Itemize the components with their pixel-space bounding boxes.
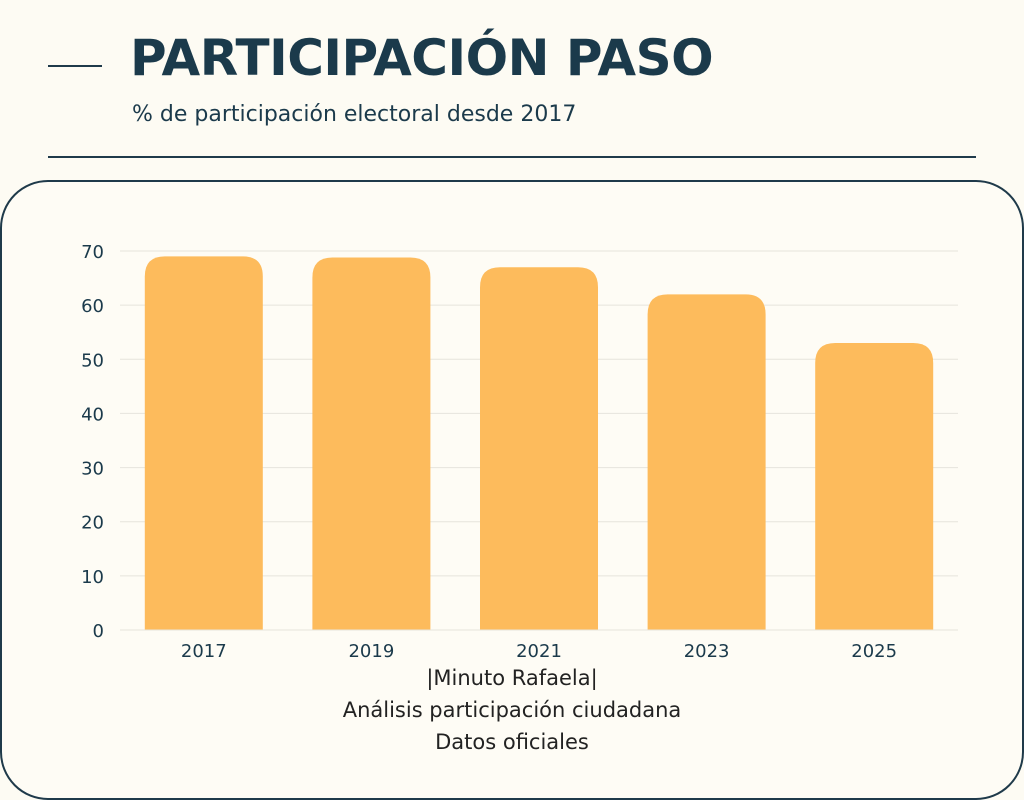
footer-description: Análisis participación ciudadana <box>342 698 682 722</box>
footer-note: Datos oficiales <box>435 730 589 754</box>
header-divider <box>48 156 976 158</box>
x-tick-label: 2025 <box>851 641 897 662</box>
y-tick-label: 20 <box>81 513 104 534</box>
chart-footer: |Minuto Rafaela| Análisis participación … <box>0 662 1024 758</box>
y-tick-label: 0 <box>93 621 104 642</box>
y-tick-label: 70 <box>81 242 104 263</box>
footer-source: |Minuto Rafaela| <box>426 666 598 690</box>
bar <box>815 343 934 630</box>
bar <box>144 256 263 630</box>
y-tick-label: 40 <box>81 404 104 425</box>
y-tick-label: 50 <box>81 350 104 371</box>
bar <box>480 267 598 630</box>
y-tick-label: 10 <box>81 567 104 588</box>
x-tick-label: 2023 <box>684 641 730 662</box>
y-tick-label: 60 <box>81 296 104 317</box>
header-accent-line <box>48 65 102 67</box>
x-tick-label: 2017 <box>181 641 227 662</box>
y-tick-label: 30 <box>81 459 104 480</box>
x-tick-label: 2019 <box>348 641 394 662</box>
page-title: PARTICIPACIÓN PASO <box>130 29 714 87</box>
bar <box>312 257 431 630</box>
x-tick-label: 2021 <box>516 641 562 662</box>
bar <box>647 294 766 630</box>
page-subtitle: % de participación electoral desde 2017 <box>132 102 577 127</box>
bar-chart: 0 10 20 30 40 50 60 70 2017 2019 2021 2023 2025 <box>81 242 958 662</box>
